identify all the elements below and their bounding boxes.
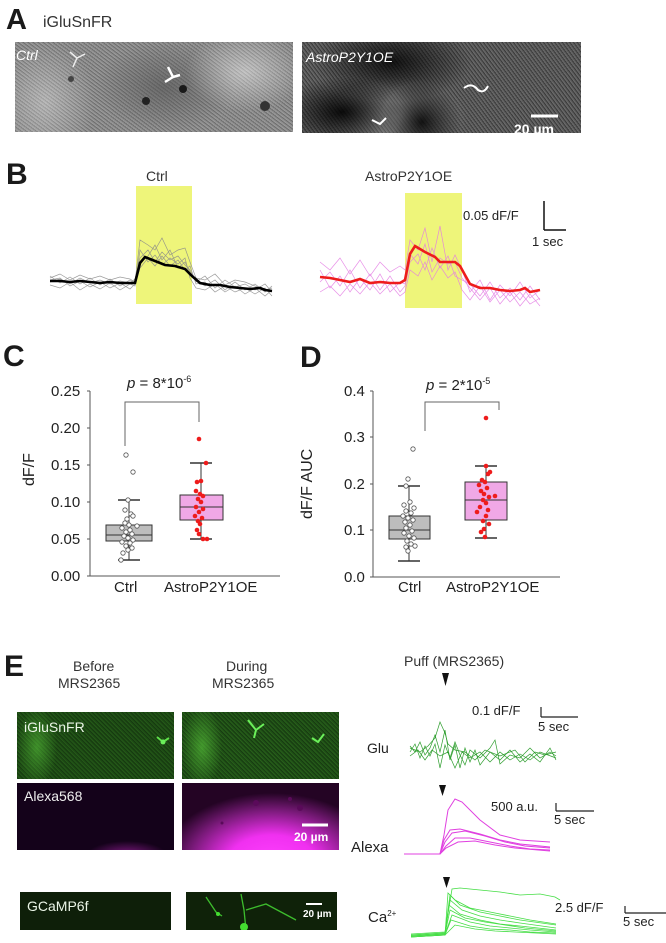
- mean-trace-astro: [319, 244, 541, 294]
- points-ctrl-c: [118, 452, 140, 563]
- scale-bar-alexa: [555, 803, 594, 812]
- col-before-line1: Before: [73, 658, 115, 674]
- micrograph-ctrl-label: Ctrl: [16, 47, 38, 63]
- y-tick-d-01: 0.1: [344, 522, 365, 539]
- panel-c-letter: C: [3, 340, 25, 373]
- puff-arrow-icon: [443, 877, 450, 888]
- y-tick-c-000: 0.00: [51, 568, 81, 585]
- panel-a-letter: A: [6, 4, 27, 36]
- alexa568-label: Alexa568: [24, 788, 83, 804]
- scale-bar-b: [543, 201, 566, 231]
- trace-astro-title: AstroP2Y1OE: [365, 168, 453, 184]
- trace-plot-ctrl: [49, 186, 566, 308]
- y-axis-c: [87, 390, 280, 577]
- boxplot-d: [370, 390, 560, 578]
- micrograph-gcamp-before: GCaMP6f: [20, 892, 171, 930]
- col-during-line1: During: [226, 658, 268, 674]
- alexa-traces: [404, 798, 551, 855]
- y-tick-d-00: 0.0: [344, 569, 365, 586]
- x-tick-c-ctrl: Ctrl: [114, 579, 138, 596]
- micrograph-gcamp-during: 20 µm: [186, 892, 337, 930]
- scale-y-label-b: 0.05 dF/F: [463, 208, 519, 223]
- significance-bracket-d: [424, 401, 500, 431]
- gcamp-scale-label: 20 µm: [303, 909, 332, 920]
- y-tick-c-015: 0.15: [51, 457, 81, 474]
- micrograph-astro-label: AstroP2Y1OE: [306, 49, 394, 65]
- y-tick-d-02: 0.2: [344, 476, 365, 493]
- scale-bar-ca: [624, 906, 666, 914]
- panel-d-letter: D: [300, 341, 322, 374]
- points-astro-c: [192, 436, 210, 542]
- panel-e-letter: E: [4, 650, 25, 683]
- y-tick-c-020: 0.20: [51, 420, 81, 437]
- y-tick-d-04: 0.4: [344, 383, 365, 400]
- puff-arrow-icon: [442, 673, 449, 686]
- x-tick-c-astro: AstroP2Y1OE: [164, 579, 258, 596]
- p-value-c: p = 8*10-6: [127, 374, 192, 392]
- col-before-line2: MRS2365: [58, 675, 121, 691]
- scale-bar-label: 20 µm: [514, 121, 554, 133]
- col-during-line2: MRS2365: [212, 675, 275, 691]
- scale-y-label-ca: 2.5 dF/F: [555, 900, 604, 915]
- y-tick-c-025: 0.25: [51, 383, 81, 400]
- puff-label: Puff (MRS2365): [404, 653, 505, 669]
- scale-x-label-ca: 5 sec: [623, 914, 655, 929]
- scale-y-label-alexa: 500 a.u.: [491, 799, 538, 814]
- micrograph-alexa-before: Alexa568: [17, 783, 174, 850]
- trace-ctrl-title: Ctrl: [146, 168, 168, 184]
- cell-features: [68, 51, 270, 111]
- panel-a-title: iGluSnFR: [43, 14, 113, 31]
- gcamp6f-label: GCaMP6f: [27, 898, 89, 914]
- p-value-d: p = 2*10-5: [426, 376, 491, 394]
- mean-trace-ctrl: [50, 255, 273, 293]
- y-tick-d-03: 0.3: [344, 429, 365, 446]
- micrograph-iglusnfr-during: [182, 712, 339, 779]
- significance-bracket-c: [124, 401, 200, 446]
- stim-window: [405, 193, 462, 308]
- scale-bar-glu: [540, 707, 578, 718]
- micrograph-astrop2y1oe: AstroP2Y1OE 20 µm: [302, 42, 581, 133]
- iglusnfr-label: iGluSnFR: [24, 719, 85, 735]
- cell-features: [371, 84, 558, 126]
- points-astro-d: [474, 415, 498, 540]
- trace-name-glu: Glu: [367, 740, 389, 756]
- scale-x-label-glu: 5 sec: [538, 719, 570, 734]
- glu-traces: [409, 721, 557, 769]
- scale-x-label-b: 1 sec: [532, 234, 564, 249]
- puff-arrow-icon: [439, 785, 446, 796]
- x-tick-d-ctrl: Ctrl: [398, 579, 422, 596]
- scale-x-label-alexa: 5 sec: [554, 812, 586, 827]
- ca-traces: [410, 887, 561, 938]
- scale-y-label-glu: 0.1 dF/F: [472, 703, 521, 718]
- points-ctrl-d: [400, 446, 418, 554]
- micrograph-ctrl: Ctrl: [15, 42, 293, 132]
- panel-b-letter: B: [6, 158, 28, 191]
- micrograph-iglusnfr-before: iGluSnFR: [17, 712, 174, 779]
- stim-window: [136, 186, 192, 304]
- alexa-scale-label: 20 µm: [294, 830, 329, 844]
- trace-name-ca: Ca2+: [368, 909, 397, 926]
- y-tick-c-010: 0.10: [51, 494, 81, 511]
- boxplot-c: [87, 390, 280, 577]
- micrograph-alexa-during: 20 µm: [182, 783, 339, 850]
- x-tick-d-astro: AstroP2Y1OE: [446, 579, 540, 596]
- y-axis-d: [370, 390, 560, 578]
- y-tick-c-005: 0.05: [51, 531, 81, 548]
- trace-name-alexa: Alexa: [351, 839, 389, 856]
